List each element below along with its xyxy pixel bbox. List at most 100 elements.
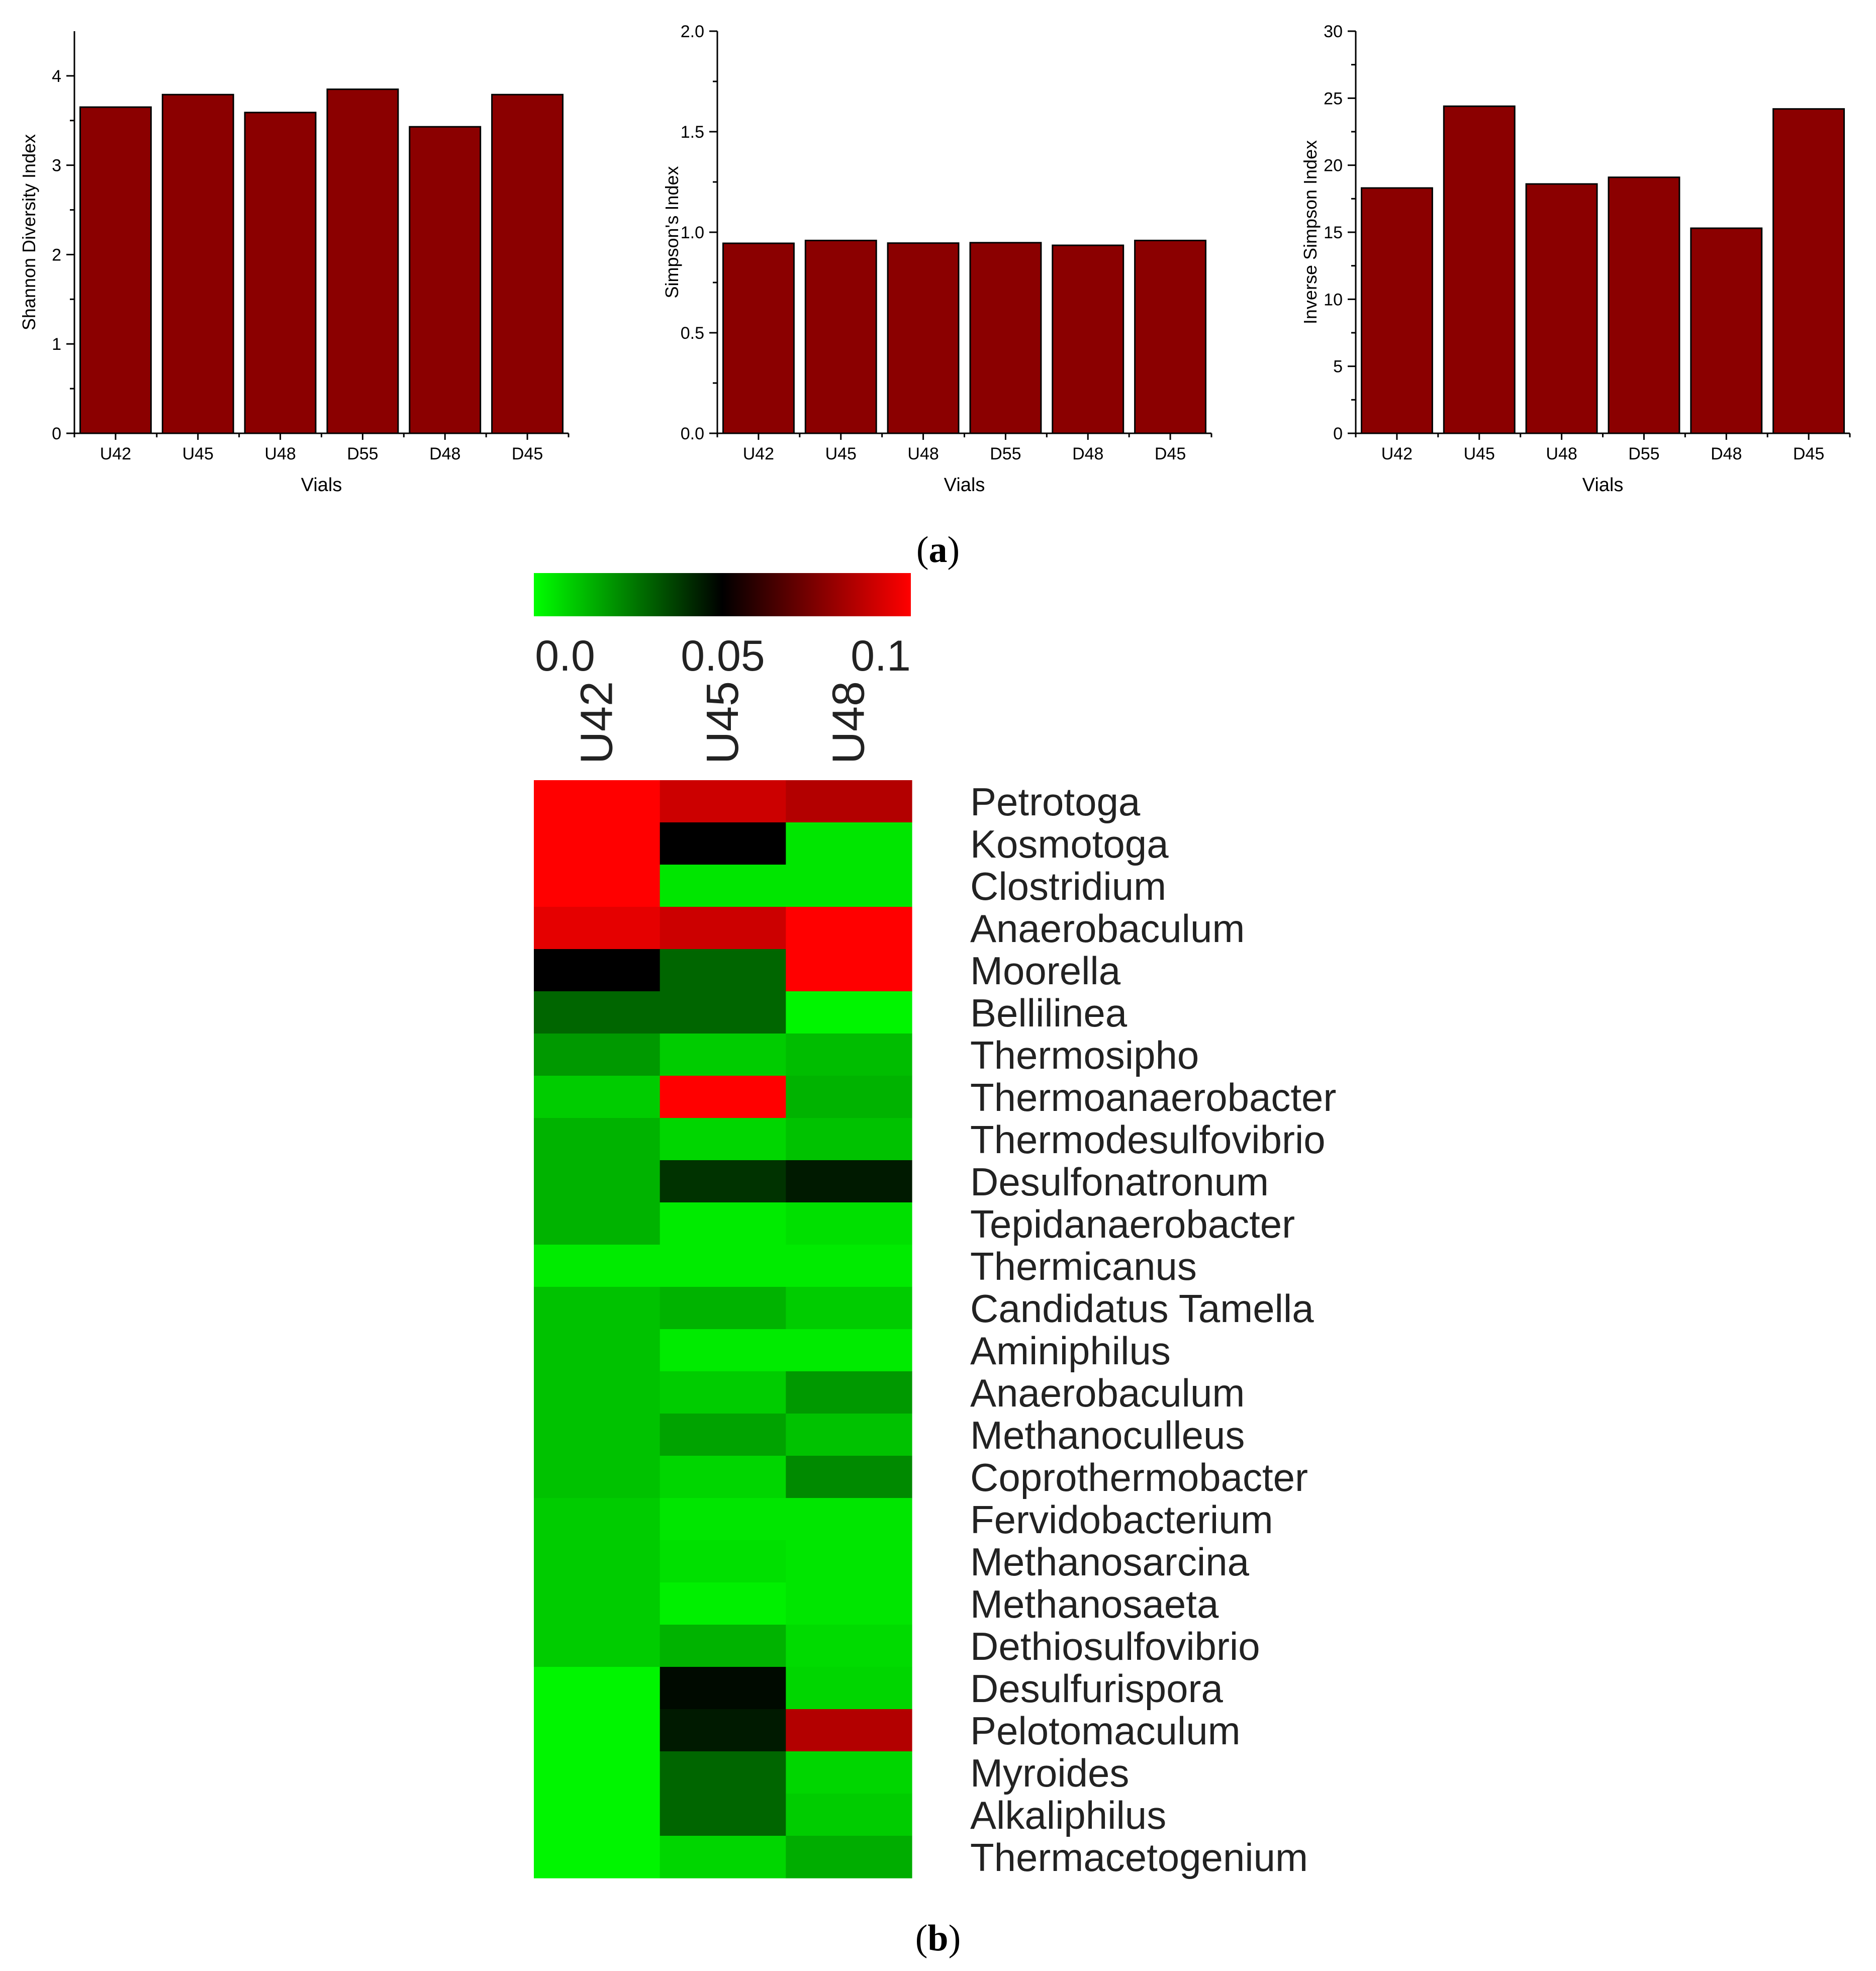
heatmap-cell — [534, 1582, 661, 1625]
heatmap-cell — [660, 1245, 786, 1287]
heatmap-cell — [660, 1625, 786, 1667]
heatmap-cell — [786, 1414, 912, 1456]
colorbar-tick-label: 0.0 — [535, 632, 595, 680]
y-tick-label: 1.5 — [681, 123, 704, 142]
x-tick-label: D48 — [429, 444, 460, 463]
x-tick-label: D45 — [1155, 444, 1186, 463]
heatmap-cell — [786, 1202, 912, 1245]
heatmap-cell — [786, 1371, 912, 1414]
heatmap-cell — [660, 1794, 786, 1836]
heatmap-cell — [786, 1456, 912, 1498]
inverse-simpson-bar-chart: 0 5 10 15 20 25 30 U42 U45 U48 D55 D48 D45 Vials Inver… — [1300, 22, 1851, 496]
bar-u48 — [244, 112, 317, 434]
bar-d48 — [409, 126, 482, 434]
heatmap-row-label: Candidatus Tamella — [970, 1286, 1314, 1331]
heatmap-cell — [660, 991, 786, 1034]
y-tick-label: 10 — [1324, 290, 1343, 309]
heatmap-row-label: Petrotoga — [970, 780, 1141, 824]
heatmap-row-label: Aminiphilus — [970, 1329, 1171, 1373]
heatmap-cell — [786, 1498, 912, 1541]
panel-label-b: (b) — [915, 1918, 961, 1959]
x-axis-title: Vials — [301, 475, 342, 496]
y-tick-label: 5 — [1333, 357, 1343, 377]
heatmap-cell — [660, 822, 786, 865]
heatmap-cell — [534, 1118, 661, 1161]
heatmap-cell — [660, 1329, 786, 1372]
heatmap-cell — [534, 780, 661, 823]
heatmap-cell — [786, 1329, 912, 1372]
bar-u48 — [1525, 183, 1598, 434]
x-tick-label: U48 — [907, 444, 939, 463]
heatmap-row-label: Thermoanaerobacter — [970, 1075, 1336, 1119]
panel-label-a: (a) — [916, 529, 960, 571]
heatmap-row-label: Dethiosulfovibrio — [970, 1624, 1260, 1668]
heatmap-row-label: Desulfonatronum — [970, 1160, 1269, 1204]
bar-d45 — [1772, 108, 1845, 434]
heatmap-cell — [534, 1202, 661, 1245]
heatmap-column-label: U45 — [698, 681, 748, 764]
heatmap-cell — [786, 865, 912, 907]
heatmap-row-label: Thermacetogenium — [970, 1835, 1308, 1880]
heatmap-row-label: Methanosarcina — [970, 1540, 1250, 1584]
bar-d48 — [1690, 227, 1763, 434]
heatmap-cell — [534, 1245, 661, 1287]
heatmap-cell — [660, 1160, 786, 1203]
heatmap-row-label: Bellilinea — [970, 991, 1128, 1035]
bar-d45 — [1134, 239, 1207, 434]
heatmap-cell — [534, 1498, 661, 1541]
heatmap-cell — [534, 865, 661, 907]
heatmap-cell — [786, 991, 912, 1034]
heatmap-row-label: Methanoculleus — [970, 1413, 1245, 1457]
bar-u45 — [804, 239, 877, 434]
heatmap-cell — [786, 907, 912, 950]
bar-d55 — [326, 88, 399, 434]
heatmap-row-label: Fervidobacterium — [970, 1497, 1273, 1542]
colorbar-tick-label: 0.05 — [681, 632, 765, 680]
heatmap-column-label: U42 — [572, 681, 622, 764]
heatmap-cell — [786, 1287, 912, 1330]
heatmap-row-label: Clostridium — [970, 864, 1166, 908]
heatmap-cell — [660, 1371, 786, 1414]
x-axis-title: Vials — [1582, 475, 1624, 496]
heatmap-cell — [786, 1034, 912, 1076]
colorbar — [534, 573, 911, 616]
heatmap-cell — [660, 865, 786, 907]
simpson-bar-chart: 0.0 0.5 1.0 1.5 2.0 U42 U45 U48 D55 D48 D45 Vials Si… — [662, 22, 1212, 496]
y-axis-title: Inverse Simpson Index — [1300, 140, 1321, 324]
y-tick-label: 0.5 — [681, 324, 704, 343]
heatmap-cell — [534, 907, 661, 950]
heatmap-cell — [660, 1667, 786, 1710]
x-tick-label: D55 — [990, 444, 1021, 463]
bar-u45 — [1443, 105, 1516, 434]
y-axis-title: Simpson's Index — [662, 166, 682, 298]
heatmap-cell — [534, 1709, 661, 1752]
heatmap-cell — [534, 991, 661, 1034]
heatmap-row-label: Alkaliphilus — [970, 1793, 1166, 1837]
y-tick-label: 0 — [52, 424, 61, 443]
heatmap-cell — [786, 949, 912, 992]
x-tick-label: U48 — [1546, 444, 1577, 463]
x-tick-label: U48 — [264, 444, 296, 463]
heatmap-cell — [660, 1751, 786, 1794]
y-tick-label: 4 — [52, 67, 61, 86]
heatmap-cell — [534, 949, 661, 992]
bar-u48 — [887, 242, 960, 434]
heatmap-cell — [786, 1667, 912, 1710]
y-tick-label: 20 — [1324, 156, 1343, 175]
heatmap-cell — [786, 1118, 912, 1161]
heatmap-cell — [786, 822, 912, 865]
heatmap-cell — [534, 1456, 661, 1498]
heatmap-cell — [660, 1414, 786, 1456]
heatmap-cell — [786, 780, 912, 823]
heatmap-row-label: Pelotomaculum — [970, 1709, 1241, 1753]
x-tick-label: D55 — [1628, 444, 1659, 463]
y-tick-label: 1.0 — [681, 223, 704, 242]
x-tick-label: D48 — [1072, 444, 1103, 463]
heatmap-row-label: Tepidanaerobacter — [970, 1202, 1295, 1246]
heatmap-cell — [534, 1414, 661, 1456]
heatmap-row-label: Coprothermobacter — [970, 1455, 1308, 1499]
genus-heatmap: 0.0 0.05 0.1 U42 U45 U48 PetrotogaKosmotogaClo… — [534, 573, 1336, 1880]
heatmap-cell — [660, 907, 786, 950]
bar-d55 — [1608, 176, 1680, 434]
